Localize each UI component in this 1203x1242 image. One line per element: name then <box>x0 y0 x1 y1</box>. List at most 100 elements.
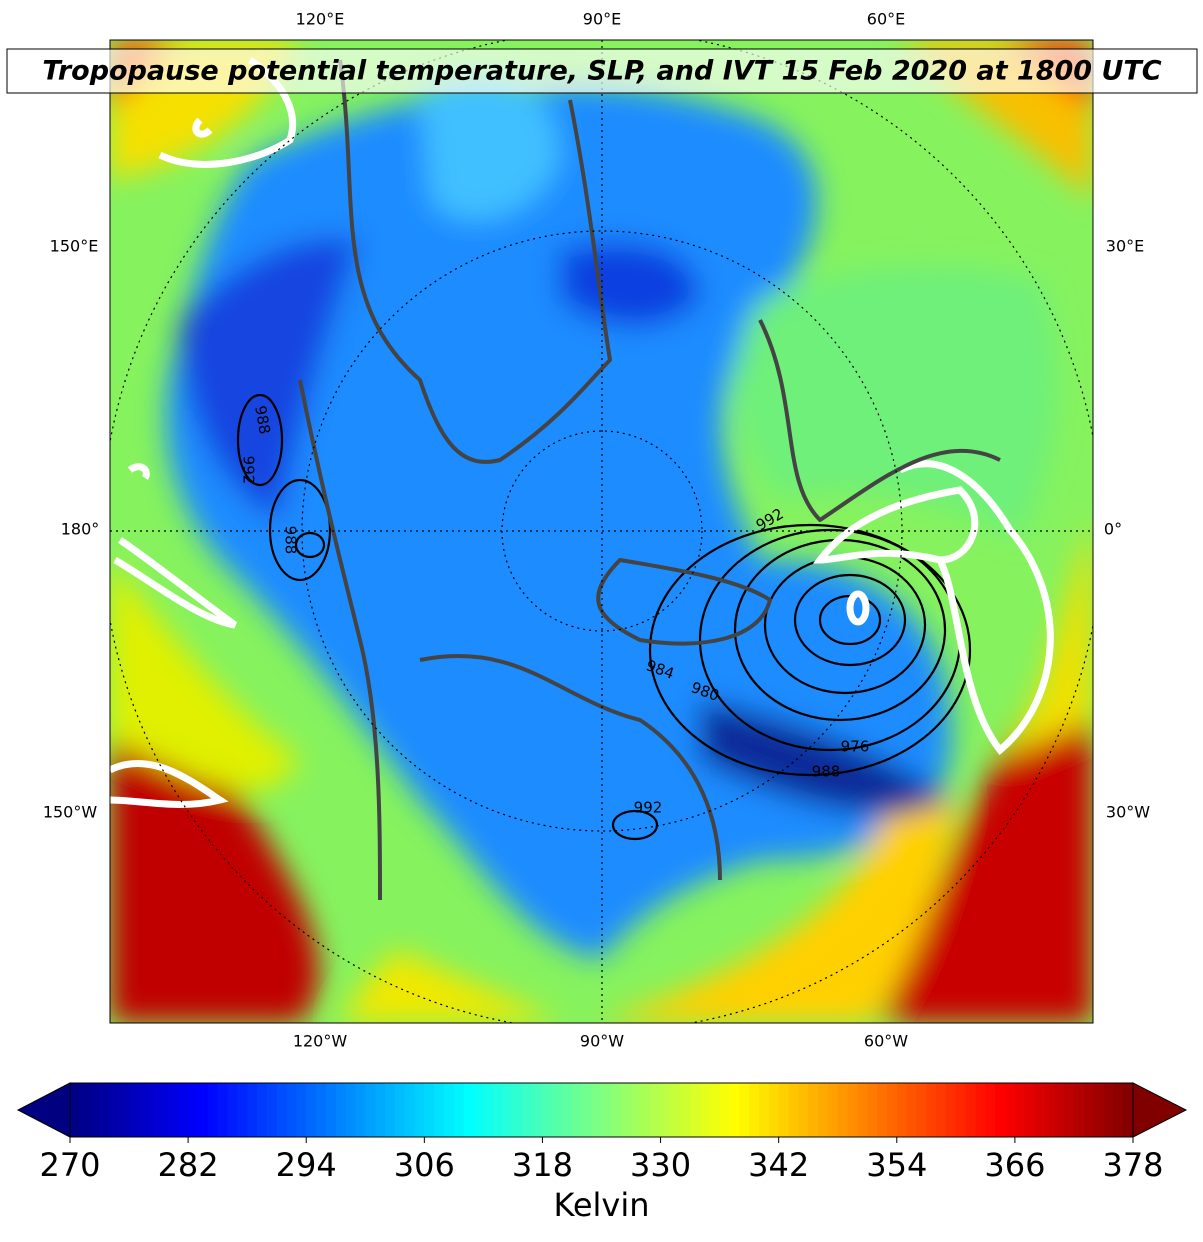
colorbar-step <box>906 1083 918 1137</box>
colorbar-label: Kelvin <box>553 1186 649 1224</box>
map-label: 120°W <box>293 1032 348 1051</box>
colorbar-step <box>1054 1083 1065 1137</box>
map-label: 180° <box>61 520 100 539</box>
slp-label: 988 <box>282 526 300 555</box>
colorbar-step <box>1093 1083 1105 1137</box>
colorbar-step <box>1005 1083 1016 1137</box>
slp-label: 992 <box>240 456 258 485</box>
colorbar-step <box>808 1083 819 1137</box>
colorbar-step <box>1123 1083 1134 1137</box>
slp-label: 976 <box>841 738 870 756</box>
colorbar-step <box>1113 1083 1124 1137</box>
colorbar-tick-label: 306 <box>394 1146 455 1184</box>
colorbar-step <box>512 1083 524 1137</box>
colorbar-step <box>325 1083 337 1137</box>
colorbar-step <box>355 1083 366 1137</box>
colorbar-step <box>414 1083 425 1137</box>
colorbar-step <box>178 1083 189 1137</box>
title-box <box>6 48 1198 94</box>
colorbar-step <box>493 1083 504 1137</box>
map-label: 150°E <box>50 237 99 256</box>
colorbar-step <box>375 1083 386 1137</box>
colorbar-step <box>394 1083 406 1137</box>
colorbar-step <box>1103 1083 1114 1137</box>
colorbar-step <box>237 1083 248 1137</box>
map-frame <box>109 39 1094 1024</box>
colorbar-step <box>316 1083 327 1137</box>
colorbar-step <box>571 1083 583 1137</box>
colorbar-step <box>768 1083 780 1137</box>
colorbar-frame <box>69 1082 1134 1138</box>
colorbar-step <box>129 1083 140 1137</box>
colorbar-step <box>89 1083 101 1137</box>
colorbar-step <box>257 1083 268 1137</box>
colorbar-step <box>227 1083 238 1137</box>
colorbar-step <box>522 1083 534 1137</box>
colorbar-tick-label: 270 <box>39 1146 100 1184</box>
colorbar-step <box>1034 1083 1046 1137</box>
colorbar-step <box>896 1083 908 1137</box>
map-label: 90°W <box>580 1032 624 1051</box>
colorbar-extend-low <box>16 1082 71 1138</box>
colorbar-step <box>621 1083 632 1137</box>
colorbar-step <box>965 1083 977 1137</box>
colorbar-step <box>847 1083 859 1137</box>
colorbar-step <box>611 1083 622 1137</box>
colorbar-tick-label: 342 <box>748 1146 809 1184</box>
colorbar-step <box>384 1083 396 1137</box>
colorbar-step <box>463 1083 475 1137</box>
slp-label: 992 <box>634 799 663 817</box>
colorbar-step <box>247 1083 258 1137</box>
map-label: 0° <box>1104 520 1122 539</box>
colorbar-tick-label: 366 <box>984 1146 1045 1184</box>
colorbar-step <box>601 1083 612 1137</box>
colorbar-step <box>207 1083 219 1137</box>
colorbar-step <box>719 1083 731 1137</box>
colorbar-step <box>729 1083 740 1137</box>
colorbar-step <box>444 1083 455 1137</box>
colorbar-step <box>749 1083 760 1137</box>
slp-label: 988 <box>812 763 841 781</box>
map-label: 150°W <box>43 803 98 822</box>
colorbar-tick-label: 282 <box>158 1146 219 1184</box>
colorbar-step <box>79 1083 91 1137</box>
colorbar-step <box>109 1083 120 1137</box>
colorbar-tick-label: 330 <box>630 1146 691 1184</box>
map-label: 90°E <box>583 10 621 29</box>
colorbar-step <box>640 1083 652 1137</box>
colorbar-step <box>335 1083 347 1137</box>
colorbar-step <box>296 1083 307 1137</box>
colorbar-step <box>70 1083 81 1137</box>
colorbar-step <box>119 1083 130 1137</box>
colorbar-step <box>690 1083 701 1137</box>
colorbar-step <box>434 1083 445 1137</box>
colorbar-step <box>660 1083 671 1137</box>
colorbar-step <box>542 1083 553 1137</box>
colorbar-step <box>532 1083 544 1137</box>
ivt-contours <box>110 57 1054 808</box>
map-label: 30°E <box>1106 237 1144 256</box>
map-label: 120°E <box>296 10 345 29</box>
colorbar-step <box>985 1083 996 1137</box>
colorbar-step <box>217 1083 229 1137</box>
colorbar-step <box>680 1083 691 1137</box>
colorbar-step <box>266 1083 278 1137</box>
map-label: 60°E <box>867 10 905 29</box>
colorbar-step <box>699 1083 711 1137</box>
colorbar-step <box>788 1083 799 1137</box>
colorbar-step <box>188 1083 199 1137</box>
colorbar-tick-label: 378 <box>1102 1146 1163 1184</box>
colorbar-step <box>581 1083 593 1137</box>
colorbar-step <box>148 1083 160 1137</box>
colorbar-step <box>453 1083 465 1137</box>
colorbar-step <box>1073 1083 1085 1137</box>
colorbar-step <box>631 1083 642 1137</box>
colorbar-step <box>650 1083 662 1137</box>
colorbar-step <box>404 1083 416 1137</box>
colorbar-step <box>552 1083 563 1137</box>
colorbar-step <box>1064 1083 1075 1137</box>
colorbar-step <box>276 1083 288 1137</box>
colorbar-step <box>936 1083 947 1137</box>
colorbar-step <box>158 1083 170 1137</box>
colorbar-step <box>837 1083 849 1137</box>
